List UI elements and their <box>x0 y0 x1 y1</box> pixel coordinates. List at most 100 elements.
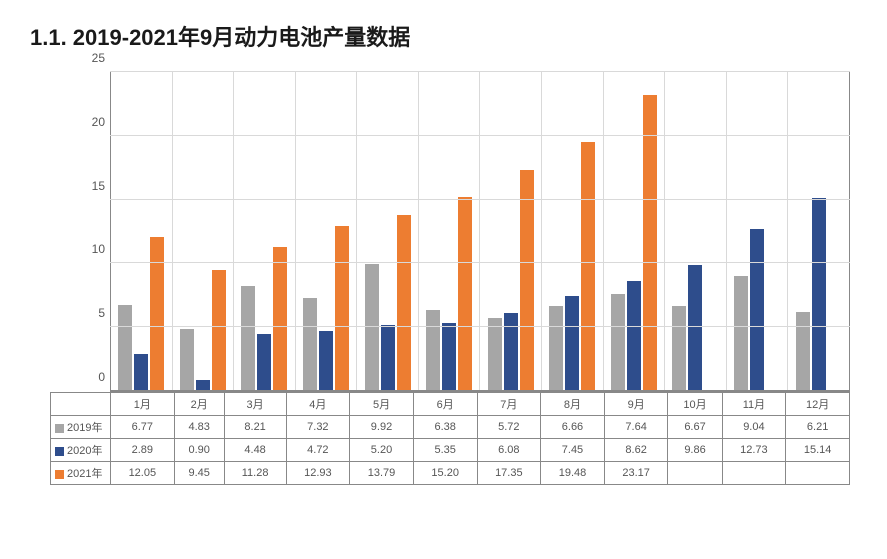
table-cell <box>722 462 786 485</box>
bar <box>212 270 226 391</box>
table-cell: 7.45 <box>541 439 605 462</box>
table-cell: 11.28 <box>224 462 286 485</box>
y-tick-label: 5 <box>80 306 105 320</box>
bar <box>397 215 411 391</box>
table-cell: 6.21 <box>786 416 850 439</box>
table-header-cell: 11月 <box>722 393 786 416</box>
table-cell: 15.14 <box>786 439 850 462</box>
y-tick-label: 20 <box>80 115 105 129</box>
bar <box>426 310 440 391</box>
bar <box>180 329 194 391</box>
bars-layer <box>110 72 850 391</box>
table-cell: 9.04 <box>722 416 786 439</box>
series-name: 2020年 <box>67 445 102 457</box>
bar <box>335 226 349 391</box>
table-cell: 23.17 <box>604 462 668 485</box>
month-group <box>604 72 666 391</box>
series-label-cell: 2020年 <box>51 439 111 462</box>
table-cell: 9.86 <box>668 439 722 462</box>
legend-swatch <box>55 447 64 456</box>
month-group <box>727 72 789 391</box>
table-cell: 13.79 <box>350 462 414 485</box>
grid-line <box>110 262 850 263</box>
bar <box>520 170 534 391</box>
bar <box>303 298 317 391</box>
table-header-cell: 7月 <box>477 393 541 416</box>
bar <box>796 312 810 391</box>
chart-container: 0510152025 1月2月3月4月5月6月7月8月9月10月11月12月20… <box>110 72 850 485</box>
bar <box>627 281 641 391</box>
bar <box>672 306 686 391</box>
table-cell: 6.67 <box>668 416 722 439</box>
bar <box>504 313 518 391</box>
bar <box>565 296 579 391</box>
table-row: 2020年2.890.904.484.725.205.356.087.458.6… <box>51 439 850 462</box>
y-tick-label: 10 <box>80 242 105 256</box>
table-cell: 19.48 <box>541 462 605 485</box>
month-group <box>480 72 542 391</box>
table-cell: 6.77 <box>111 416 175 439</box>
table-header-cell: 8月 <box>541 393 605 416</box>
table-header-row: 1月2月3月4月5月6月7月8月9月10月11月12月 <box>51 393 850 416</box>
month-group <box>357 72 419 391</box>
y-tick-label: 25 <box>80 51 105 65</box>
table-header-cell: 12月 <box>786 393 850 416</box>
table-cell: 5.20 <box>350 439 414 462</box>
plot-area: 0510152025 <box>110 72 850 392</box>
y-tick-label: 15 <box>80 179 105 193</box>
table-cell: 17.35 <box>477 462 541 485</box>
table-cell: 7.32 <box>286 416 350 439</box>
legend-swatch <box>55 470 64 479</box>
table-cell: 0.90 <box>174 439 224 462</box>
bar <box>611 294 625 391</box>
grid-line <box>110 135 850 136</box>
data-table: 1月2月3月4月5月6月7月8月9月10月11月12月2019年6.774.83… <box>50 392 850 485</box>
bar <box>643 95 657 391</box>
table-cell: 12.93 <box>286 462 350 485</box>
bar <box>134 354 148 391</box>
table-cell: 9.45 <box>174 462 224 485</box>
month-group <box>542 72 604 391</box>
table-cell: 9.92 <box>350 416 414 439</box>
bar <box>581 142 595 391</box>
table-cell: 5.35 <box>413 439 477 462</box>
table-corner-cell <box>51 393 111 416</box>
table-cell: 12.05 <box>111 462 175 485</box>
bar <box>549 306 563 391</box>
table-header-cell: 1月 <box>111 393 175 416</box>
table-cell: 4.83 <box>174 416 224 439</box>
bar <box>381 325 395 391</box>
table-cell: 6.66 <box>541 416 605 439</box>
section-heading: 1.1. 2019-2021年9月动力电池产量数据 <box>30 20 857 52</box>
table-cell: 8.21 <box>224 416 286 439</box>
month-group <box>788 72 850 391</box>
bar <box>273 247 287 391</box>
month-group <box>419 72 481 391</box>
grid-line <box>110 199 850 200</box>
table-cell: 2.89 <box>111 439 175 462</box>
bar <box>442 323 456 391</box>
series-label-cell: 2021年 <box>51 462 111 485</box>
bar <box>688 265 702 391</box>
month-group <box>665 72 727 391</box>
bar <box>150 237 164 391</box>
bar <box>319 331 333 391</box>
table-cell: 6.08 <box>477 439 541 462</box>
series-name: 2019年 <box>67 422 102 434</box>
series-label-cell: 2019年 <box>51 416 111 439</box>
bar <box>458 197 472 391</box>
table-cell: 4.48 <box>224 439 286 462</box>
legend-swatch <box>55 424 64 433</box>
table-cell: 8.62 <box>604 439 668 462</box>
bar <box>750 229 764 391</box>
table-cell: 15.20 <box>413 462 477 485</box>
table-header-cell: 9月 <box>604 393 668 416</box>
grid-line <box>110 326 850 327</box>
bar <box>365 264 379 391</box>
table-header-cell: 6月 <box>413 393 477 416</box>
bar <box>812 198 826 391</box>
month-group <box>173 72 235 391</box>
table-header-cell: 5月 <box>350 393 414 416</box>
table-header-cell: 2月 <box>174 393 224 416</box>
month-group <box>234 72 296 391</box>
